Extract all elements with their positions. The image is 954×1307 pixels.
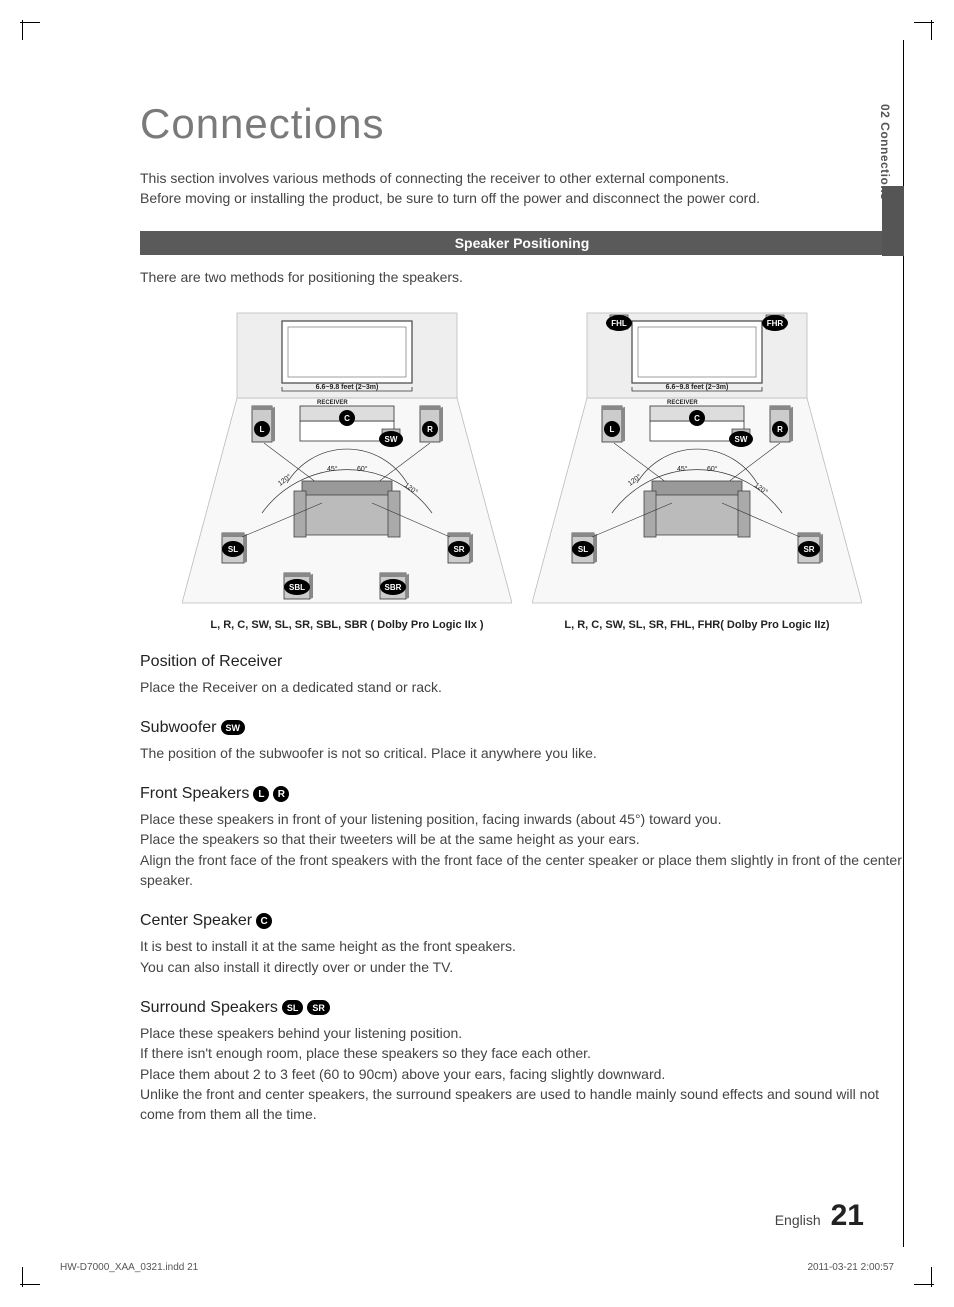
svg-text:SW: SW [385, 435, 398, 444]
svg-text:FHL: FHL [611, 319, 627, 328]
svg-text:FHR: FHR [767, 319, 784, 328]
svg-text:C: C [344, 414, 350, 423]
page-title: Connections [140, 100, 904, 148]
side-tab-block [882, 186, 904, 256]
badge-l-icon: L [253, 786, 269, 802]
svg-text:SW: SW [735, 435, 748, 444]
diagram-right: 6.6~9.8 feet (2~3m)RECEIVERCSW LR45°60°1… [532, 303, 862, 631]
print-date: 2011-03-21 2:00:57 [807, 1262, 894, 1273]
badge-sw-icon: SW [221, 720, 246, 735]
heading-subwoofer: Subwoofer SW [140, 719, 904, 737]
svg-text:L: L [610, 425, 615, 434]
badge-sl-icon: SL [282, 1000, 304, 1015]
svg-text:45°: 45° [677, 465, 688, 473]
footer-lang: English [775, 1212, 821, 1228]
svg-text:6.6~9.8 feet (2~3m): 6.6~9.8 feet (2~3m) [316, 384, 379, 391]
svg-text:SBL: SBL [289, 583, 305, 592]
svg-text:SL: SL [578, 545, 588, 554]
positioning-note: There are two methods for positioning th… [140, 269, 904, 285]
body-receiver: Place the Receiver on a dedicated stand … [140, 677, 904, 697]
heading-front: Front Speakers L R [140, 785, 904, 803]
badge-c-icon: C [256, 913, 272, 929]
heading-receiver: Position of Receiver [140, 653, 904, 671]
section-header-bar: Speaker Positioning [140, 231, 904, 255]
heading-center: Center Speaker C [140, 912, 904, 930]
body-center: It is best to install it at the same hei… [140, 936, 904, 977]
svg-text:60°: 60° [707, 465, 718, 473]
badge-r-icon: R [273, 786, 289, 802]
svg-text:L: L [260, 425, 265, 434]
svg-text:SR: SR [453, 545, 464, 554]
svg-text:45°: 45° [327, 465, 338, 473]
svg-text:6.6~9.8 feet (2~3m): 6.6~9.8 feet (2~3m) [666, 384, 729, 391]
svg-text:SR: SR [803, 545, 814, 554]
diagrams-row: 6.6~9.8 feet (2~3m)RECEIVERCSW LR45°60°1… [140, 303, 904, 631]
print-file: HW-D7000_XAA_0321.indd 21 [60, 1262, 198, 1273]
footer-page-number: 21 [831, 1199, 864, 1233]
svg-text:C: C [694, 414, 700, 423]
intro-text: This section involves various methods of… [140, 168, 904, 209]
heading-surround: Surround Speakers SL SR [140, 999, 904, 1017]
page-footer: English 21 [775, 1199, 864, 1233]
body-surround: Place these speakers behind your listeni… [140, 1023, 904, 1124]
svg-text:R: R [427, 425, 433, 434]
svg-text:RECEIVER: RECEIVER [667, 400, 698, 406]
body-subwoofer: The position of the subwoofer is not so … [140, 743, 904, 763]
diagram-left: 6.6~9.8 feet (2~3m)RECEIVERCSW LR45°60°1… [182, 303, 512, 631]
diagram-right-caption: L, R, C, SW, SL, SR, FHL, FHR( Dolby Pro… [532, 619, 862, 631]
svg-text:SL: SL [228, 545, 238, 554]
svg-text:60°: 60° [357, 465, 368, 473]
badge-sr-icon: SR [307, 1000, 330, 1015]
svg-text:SBR: SBR [385, 583, 402, 592]
body-front: Place these speakers in front of your li… [140, 809, 904, 890]
svg-text:R: R [777, 425, 783, 434]
svg-text:RECEIVER: RECEIVER [317, 400, 348, 406]
print-metadata: HW-D7000_XAA_0321.indd 21 2011-03-21 2:0… [60, 1262, 894, 1273]
diagram-left-caption: L, R, C, SW, SL, SR, SBL, SBR ( Dolby Pr… [182, 619, 512, 631]
